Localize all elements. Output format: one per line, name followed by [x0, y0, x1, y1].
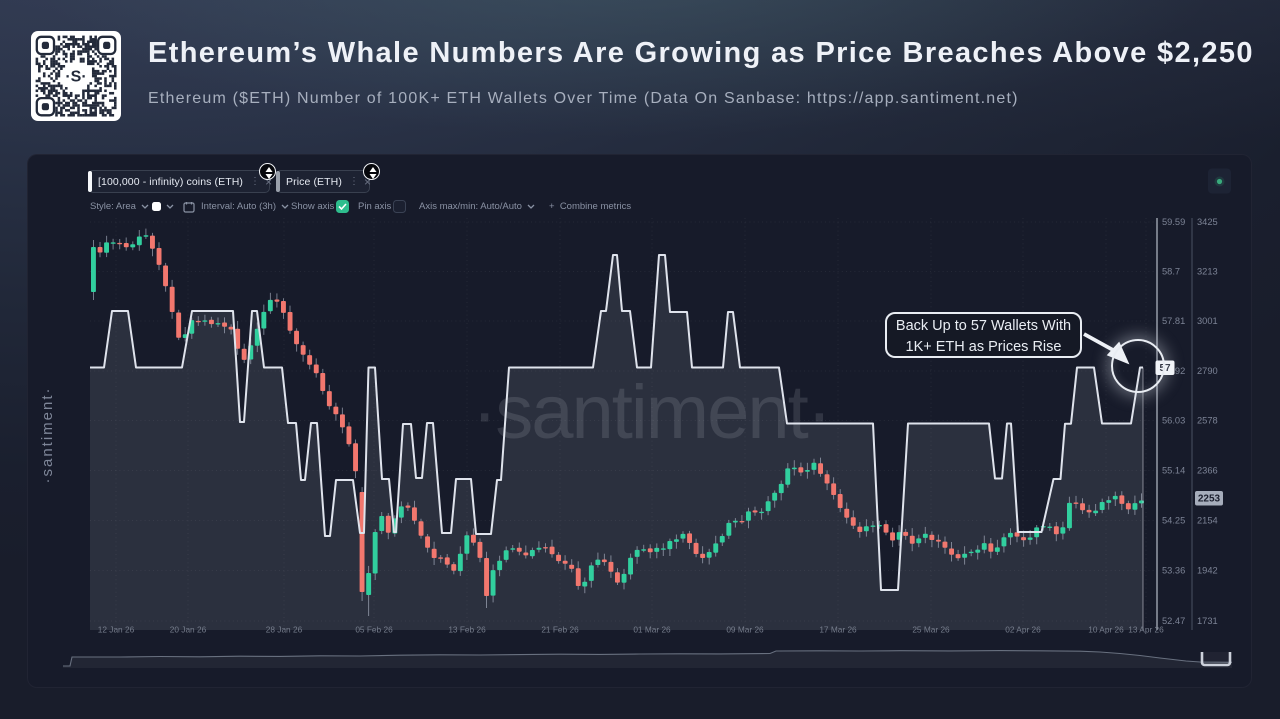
- svg-text:52.47: 52.47: [1162, 616, 1185, 626]
- svg-text:13 Apr 26: 13 Apr 26: [1128, 625, 1164, 635]
- svg-text:1942: 1942: [1197, 566, 1218, 576]
- svg-text:53.36: 53.36: [1162, 566, 1185, 576]
- svg-text:01 Mar 26: 01 Mar 26: [633, 625, 671, 635]
- svg-text:1731: 1731: [1197, 616, 1218, 626]
- svg-text:56.03: 56.03: [1162, 416, 1185, 426]
- svg-text:57: 57: [1159, 363, 1171, 374]
- svg-text:12 Jan 26: 12 Jan 26: [98, 625, 135, 635]
- svg-text:2366: 2366: [1197, 466, 1218, 476]
- svg-text:2154: 2154: [1197, 516, 1218, 526]
- svg-text:20 Jan 26: 20 Jan 26: [170, 625, 207, 635]
- svg-text:25 Mar 26: 25 Mar 26: [912, 625, 950, 635]
- svg-text:·S·: ·S·: [65, 69, 86, 86]
- svg-text:58.7: 58.7: [1162, 267, 1180, 277]
- svg-text:3213: 3213: [1197, 267, 1218, 277]
- svg-text:28 Jan 26: 28 Jan 26: [266, 625, 303, 635]
- svg-text:3425: 3425: [1197, 217, 1218, 227]
- svg-text:02 Apr 26: 02 Apr 26: [1005, 625, 1041, 635]
- svg-text:59.59: 59.59: [1162, 217, 1185, 227]
- svg-text:2790: 2790: [1197, 366, 1218, 376]
- svg-text:05 Feb 26: 05 Feb 26: [355, 625, 393, 635]
- svg-text:·santiment·: ·santiment·: [472, 370, 830, 455]
- svg-text:2253: 2253: [1198, 494, 1221, 505]
- svg-text:2578: 2578: [1197, 416, 1218, 426]
- svg-text:09 Mar 26: 09 Mar 26: [726, 625, 764, 635]
- svg-text:54.25: 54.25: [1162, 516, 1185, 526]
- svg-text:21 Feb 26: 21 Feb 26: [541, 625, 579, 635]
- svg-text:13 Feb 26: 13 Feb 26: [448, 625, 486, 635]
- svg-text:10 Apr 26: 10 Apr 26: [1088, 625, 1124, 635]
- svg-text:17 Mar 26: 17 Mar 26: [819, 625, 857, 635]
- svg-text:3001: 3001: [1197, 316, 1218, 326]
- svg-text:57.81: 57.81: [1162, 316, 1185, 326]
- svg-text:55.14: 55.14: [1162, 466, 1185, 476]
- svg-text:·santiment·: ·santiment·: [39, 386, 56, 483]
